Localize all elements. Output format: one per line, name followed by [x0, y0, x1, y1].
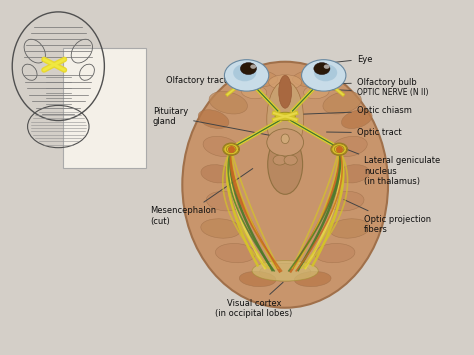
Circle shape [240, 62, 256, 75]
FancyBboxPatch shape [64, 48, 146, 168]
Ellipse shape [268, 134, 302, 194]
Ellipse shape [341, 110, 372, 129]
Text: Visual cortex
(in occipital lobes): Visual cortex (in occipital lobes) [215, 282, 292, 318]
Ellipse shape [201, 165, 234, 183]
Ellipse shape [294, 272, 331, 286]
Ellipse shape [223, 143, 239, 155]
Ellipse shape [331, 143, 347, 155]
Ellipse shape [292, 69, 340, 87]
Text: Mesencephalon
(cut): Mesencephalon (cut) [150, 169, 253, 226]
Ellipse shape [267, 81, 303, 157]
Ellipse shape [279, 75, 292, 108]
Text: Olfactory bulb: Olfactory bulb [326, 78, 417, 87]
Ellipse shape [337, 165, 369, 183]
Text: Eye: Eye [330, 55, 372, 64]
Ellipse shape [252, 261, 318, 281]
Ellipse shape [304, 85, 329, 99]
Ellipse shape [241, 85, 267, 99]
Ellipse shape [269, 75, 301, 90]
Ellipse shape [201, 219, 241, 238]
Circle shape [273, 155, 286, 165]
Circle shape [314, 62, 330, 75]
Text: OPTIC NERVE (N II): OPTIC NERVE (N II) [323, 88, 428, 97]
Ellipse shape [215, 244, 256, 263]
Ellipse shape [239, 272, 276, 286]
Circle shape [284, 155, 297, 165]
Ellipse shape [275, 112, 295, 120]
Ellipse shape [307, 80, 333, 90]
Ellipse shape [332, 136, 367, 157]
Text: Lateral geniculate
nucleus
(in thalamus): Lateral geniculate nucleus (in thalamus) [347, 150, 440, 186]
Ellipse shape [315, 244, 355, 263]
Ellipse shape [259, 263, 311, 281]
Ellipse shape [329, 219, 370, 238]
Ellipse shape [209, 92, 247, 114]
Ellipse shape [198, 110, 229, 129]
Ellipse shape [301, 60, 346, 91]
Ellipse shape [267, 129, 303, 156]
Ellipse shape [224, 60, 269, 91]
Ellipse shape [323, 92, 361, 114]
Ellipse shape [328, 191, 364, 211]
Circle shape [250, 65, 256, 69]
Ellipse shape [203, 136, 239, 157]
Circle shape [324, 65, 329, 69]
Ellipse shape [314, 64, 337, 81]
Text: Optic projection
fibers: Optic projection fibers [344, 200, 431, 234]
Text: Pituitary
gland: Pituitary gland [153, 107, 275, 136]
Ellipse shape [281, 134, 289, 144]
Ellipse shape [182, 62, 388, 308]
Text: Olfactory tract: Olfactory tract [166, 76, 238, 85]
Ellipse shape [230, 69, 278, 87]
Ellipse shape [206, 191, 243, 211]
Ellipse shape [237, 80, 263, 90]
Text: Optic tract: Optic tract [327, 128, 401, 137]
Ellipse shape [233, 64, 256, 81]
Text: Optic chiasm: Optic chiasm [304, 106, 412, 115]
